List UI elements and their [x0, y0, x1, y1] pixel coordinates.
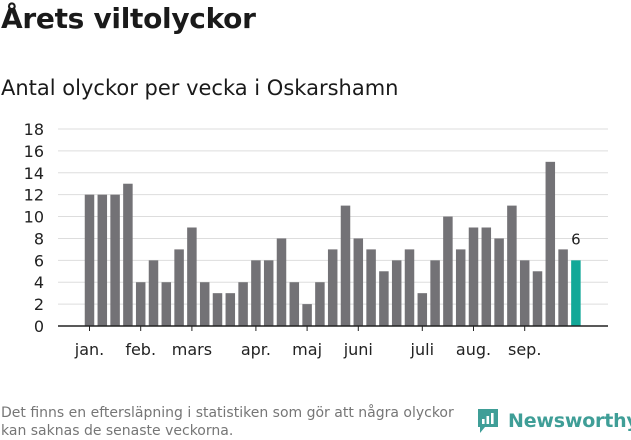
bar: [110, 194, 120, 326]
brand-name: Newsworthy: [508, 410, 631, 432]
chart-title: Årets viltolyckor: [1, 2, 256, 35]
bar: [443, 216, 453, 326]
bar: [507, 205, 517, 326]
bar: [302, 304, 312, 326]
bar: [366, 249, 376, 326]
x-tick-label: juni: [343, 340, 373, 359]
y-tick-label: 18: [24, 120, 44, 139]
chart-subtitle: Antal olyckor per vecka i Oskarshamn: [1, 76, 399, 100]
x-tick-label: maj: [292, 340, 322, 359]
x-tick-label: apr.: [241, 340, 271, 359]
bar: [187, 227, 197, 326]
bar: [430, 260, 440, 326]
bar: [84, 194, 95, 326]
y-tick-label: 8: [34, 229, 44, 248]
bar: [481, 227, 492, 326]
bar: [327, 249, 338, 326]
bar: [251, 260, 261, 326]
x-tick-label: aug.: [456, 340, 491, 359]
bar: [97, 194, 108, 326]
bar: [238, 282, 248, 326]
x-tick-label: juli: [410, 340, 434, 359]
x-tick-label: sep.: [508, 340, 541, 359]
y-tick-label: 10: [24, 208, 44, 227]
bar: [532, 271, 543, 326]
bar: [276, 238, 287, 326]
bar-chart: 0 2 4 6 8 10 12 14 16 18 6 jan. feb. mars apr. maj jun…: [24, 120, 608, 359]
y-tick-label: 0: [34, 317, 44, 336]
x-tick-label: feb.: [125, 340, 156, 359]
y-tick-label: 12: [24, 186, 44, 205]
bar: [135, 282, 146, 326]
bar: [148, 260, 159, 326]
bar-value-label: 6: [571, 230, 581, 248]
bars: 6: [84, 161, 581, 326]
bar: [379, 271, 389, 326]
bar: [315, 282, 325, 326]
bar: [519, 260, 530, 326]
bar: [289, 282, 300, 326]
y-tick-label: 16: [24, 142, 44, 161]
bar: [494, 238, 504, 326]
bar: [468, 227, 479, 326]
x-axis: jan. feb. mars apr. maj juni juli aug. sep.: [58, 325, 608, 359]
bar-highlight: [571, 260, 581, 326]
brand-logo[interactable]: Newsworthy: [476, 407, 631, 435]
bar: [455, 249, 466, 326]
bar: [353, 238, 364, 326]
bar: [417, 293, 428, 326]
bar: [263, 260, 274, 326]
y-tick-label: 4: [34, 273, 44, 292]
y-axis-tick-labels: 0 2 4 6 8 10 12 14 16 18: [24, 120, 44, 336]
bar: [212, 293, 223, 326]
footnote: Det finns en eftersläpning i statistiken…: [1, 405, 454, 439]
bar: [404, 249, 415, 326]
bar: [161, 282, 172, 326]
newsworthy-logo-icon: [478, 409, 498, 433]
bar: [340, 205, 351, 326]
y-tick-label: 14: [24, 164, 44, 183]
y-tick-label: 2: [34, 295, 44, 314]
bar: [225, 293, 236, 326]
bar: [123, 183, 133, 326]
bar: [558, 249, 568, 326]
y-tick-label: 6: [34, 251, 44, 270]
bar: [545, 161, 556, 326]
x-tick-label: jan.: [74, 340, 104, 359]
bar: [391, 260, 402, 326]
bar: [199, 282, 210, 326]
x-tick-label: mars: [172, 340, 212, 359]
bar: [174, 249, 184, 326]
